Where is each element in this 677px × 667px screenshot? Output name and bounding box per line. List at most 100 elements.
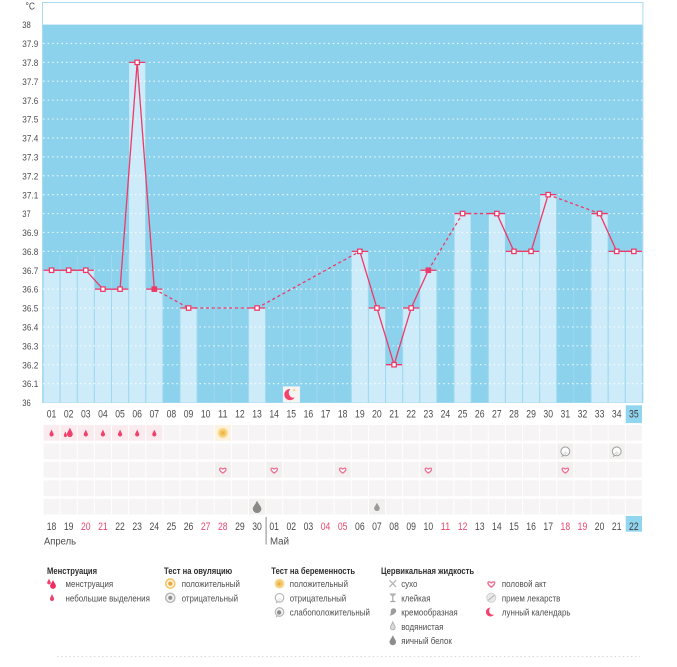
svg-text:01: 01 bbox=[269, 521, 279, 533]
svg-text:02: 02 bbox=[287, 521, 297, 533]
svg-text:36.1: 36.1 bbox=[22, 379, 38, 390]
svg-text:20: 20 bbox=[595, 521, 605, 533]
svg-text:21: 21 bbox=[612, 521, 622, 533]
svg-text:28: 28 bbox=[218, 521, 228, 533]
svg-text:25: 25 bbox=[167, 521, 177, 533]
svg-text:слабоположительный: слабоположительный bbox=[290, 608, 370, 618]
svg-text:20: 20 bbox=[81, 521, 91, 533]
svg-text:°C: °C bbox=[26, 2, 36, 13]
svg-text:05: 05 bbox=[338, 521, 348, 533]
svg-text:11: 11 bbox=[218, 409, 228, 421]
svg-text:31: 31 bbox=[561, 409, 571, 421]
svg-text:37.5: 37.5 bbox=[22, 115, 38, 126]
svg-text:36.7: 36.7 bbox=[22, 266, 38, 277]
svg-text:23: 23 bbox=[424, 409, 434, 421]
svg-text:35: 35 bbox=[629, 409, 639, 421]
svg-text:38: 38 bbox=[22, 20, 31, 31]
svg-text:04: 04 bbox=[98, 409, 108, 421]
svg-text:36.3: 36.3 bbox=[22, 341, 38, 352]
svg-text:08: 08 bbox=[167, 409, 177, 421]
svg-text:23: 23 bbox=[132, 521, 142, 533]
svg-text:36.9: 36.9 bbox=[22, 228, 38, 239]
svg-text:06: 06 bbox=[132, 409, 142, 421]
svg-text:клейкая: клейкая bbox=[401, 593, 430, 603]
svg-text:13: 13 bbox=[252, 409, 262, 421]
svg-text:36.8: 36.8 bbox=[22, 247, 38, 258]
svg-text:15: 15 bbox=[287, 409, 297, 421]
svg-text:15: 15 bbox=[509, 521, 519, 533]
svg-text:37.4: 37.4 bbox=[22, 134, 39, 145]
svg-text:сухо: сухо bbox=[401, 579, 417, 589]
svg-text:17: 17 bbox=[321, 409, 331, 421]
svg-text:19: 19 bbox=[578, 521, 588, 533]
svg-text:36.4: 36.4 bbox=[22, 323, 39, 334]
svg-text:17: 17 bbox=[543, 521, 553, 533]
svg-text:36.5: 36.5 bbox=[22, 304, 38, 315]
svg-text:04: 04 bbox=[321, 521, 331, 533]
svg-text:01: 01 bbox=[47, 409, 57, 421]
svg-text:Цервикальная жидкость: Цервикальная жидкость bbox=[381, 566, 474, 576]
svg-text:27: 27 bbox=[201, 521, 211, 533]
svg-text:яичный белок: яичный белок bbox=[401, 636, 452, 646]
svg-text:18: 18 bbox=[338, 409, 348, 421]
svg-text:36.6: 36.6 bbox=[22, 285, 38, 296]
svg-text:22: 22 bbox=[629, 521, 639, 533]
svg-text:положительный: положительный bbox=[182, 579, 240, 589]
svg-text:19: 19 bbox=[355, 409, 365, 421]
svg-text:прием лекарств: прием лекарств bbox=[502, 593, 561, 603]
svg-text:18: 18 bbox=[47, 521, 57, 533]
svg-text:07: 07 bbox=[150, 409, 160, 421]
svg-text:половой акт: половой акт bbox=[502, 579, 546, 589]
svg-text:03: 03 bbox=[81, 409, 91, 421]
svg-text:05: 05 bbox=[115, 409, 125, 421]
svg-text:20: 20 bbox=[372, 409, 382, 421]
svg-text:Тест на овуляцию: Тест на овуляцию bbox=[164, 566, 232, 576]
svg-text:36: 36 bbox=[22, 398, 31, 409]
svg-text:16: 16 bbox=[304, 409, 314, 421]
svg-text:отрицательный: отрицательный bbox=[290, 593, 346, 603]
svg-text:32: 32 bbox=[578, 409, 588, 421]
svg-text:37.1: 37.1 bbox=[22, 190, 38, 201]
svg-text:Менструация: Менструация bbox=[47, 566, 97, 576]
svg-text:09: 09 bbox=[406, 521, 416, 533]
svg-text:кремообразная: кремообразная bbox=[401, 608, 458, 618]
svg-text:09: 09 bbox=[184, 409, 194, 421]
svg-text:37.7: 37.7 bbox=[22, 77, 38, 88]
svg-text:02: 02 bbox=[64, 409, 74, 421]
svg-text:06: 06 bbox=[355, 521, 365, 533]
svg-text:24: 24 bbox=[150, 521, 160, 533]
svg-text:10: 10 bbox=[201, 409, 211, 421]
svg-text:19: 19 bbox=[64, 521, 74, 533]
svg-text:небольшие выделения: небольшие выделения bbox=[66, 593, 151, 603]
svg-text:29: 29 bbox=[235, 521, 245, 533]
svg-text:37: 37 bbox=[22, 209, 31, 220]
svg-text:22: 22 bbox=[115, 521, 125, 533]
svg-text:11: 11 bbox=[441, 521, 451, 533]
svg-text:26: 26 bbox=[184, 521, 194, 533]
svg-text:27: 27 bbox=[492, 409, 502, 421]
svg-text:03: 03 bbox=[304, 521, 314, 533]
svg-text:Апрель: Апрель bbox=[44, 537, 76, 548]
svg-text:37.6: 37.6 bbox=[22, 96, 38, 107]
svg-text:18: 18 bbox=[561, 521, 571, 533]
svg-text:Тест на беременность: Тест на беременность bbox=[271, 566, 355, 576]
svg-text:21: 21 bbox=[98, 521, 108, 533]
svg-text:Май: Май bbox=[270, 537, 289, 548]
svg-text:16: 16 bbox=[526, 521, 536, 533]
svg-text:37.2: 37.2 bbox=[22, 171, 38, 182]
svg-text:30: 30 bbox=[543, 409, 553, 421]
svg-text:34: 34 bbox=[612, 409, 622, 421]
svg-text:37.3: 37.3 bbox=[22, 152, 38, 163]
svg-text:10: 10 bbox=[424, 521, 434, 533]
svg-text:30: 30 bbox=[252, 521, 262, 533]
svg-text:13: 13 bbox=[475, 521, 485, 533]
svg-text:отрицательный: отрицательный bbox=[182, 593, 238, 603]
svg-text:лунный календарь: лунный календарь bbox=[502, 608, 571, 618]
svg-text:12: 12 bbox=[235, 409, 245, 421]
svg-text:37.8: 37.8 bbox=[22, 58, 38, 69]
svg-text:14: 14 bbox=[269, 409, 279, 421]
svg-text:37.9: 37.9 bbox=[22, 39, 38, 50]
svg-text:22: 22 bbox=[406, 409, 416, 421]
svg-text:водянистая: водянистая bbox=[401, 622, 443, 632]
svg-text:36.2: 36.2 bbox=[22, 360, 38, 371]
